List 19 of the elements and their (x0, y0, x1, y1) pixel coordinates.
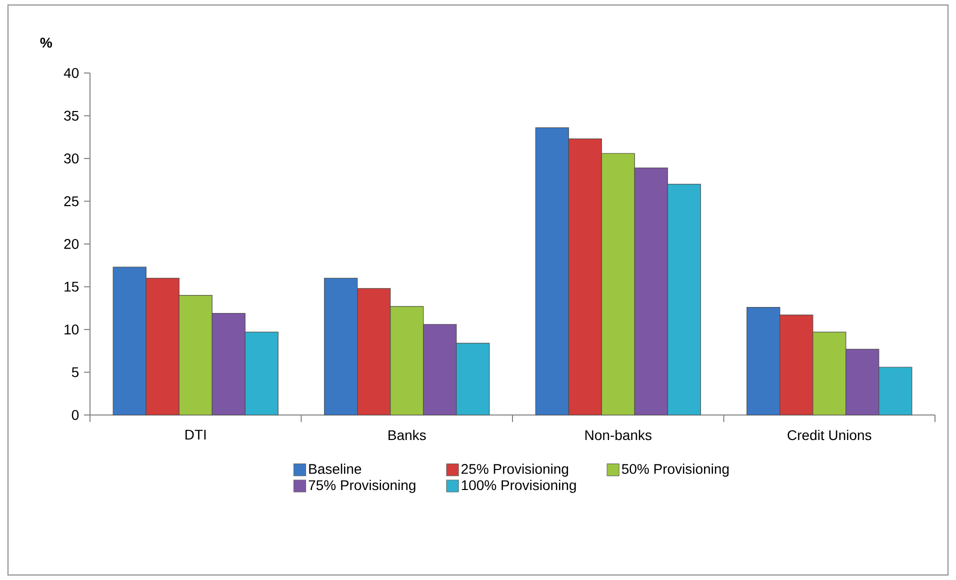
legend-label: Baseline (309, 464, 362, 474)
legend-label: 25% Provisioning (462, 464, 568, 477)
x-tick-label: DTI (186, 430, 206, 440)
legend-label: 75% Provisioning (308, 480, 416, 493)
y-tick-label: 20 (64, 239, 79, 249)
x-tick-label: Banks (388, 430, 426, 440)
y-tick-label: 15 (64, 282, 79, 292)
y-tick-label: 10 (64, 324, 79, 334)
y-axis-title: % (40, 38, 52, 48)
y-tick-label: 5 (72, 367, 79, 378)
x-tick-label: Credit Unions (788, 430, 872, 440)
y-tick-label: 0 (72, 410, 79, 420)
x-tick-label: Non-banks (585, 430, 652, 440)
legend-label: 100% Provisioning (462, 480, 576, 493)
y-tick-label: 40 (64, 68, 79, 78)
legend-label: 50% Provisioning (622, 464, 729, 477)
y-tick-label: 25 (64, 196, 79, 206)
y-tick-label: 30 (64, 154, 79, 164)
y-tick-label: 35 (64, 110, 79, 121)
